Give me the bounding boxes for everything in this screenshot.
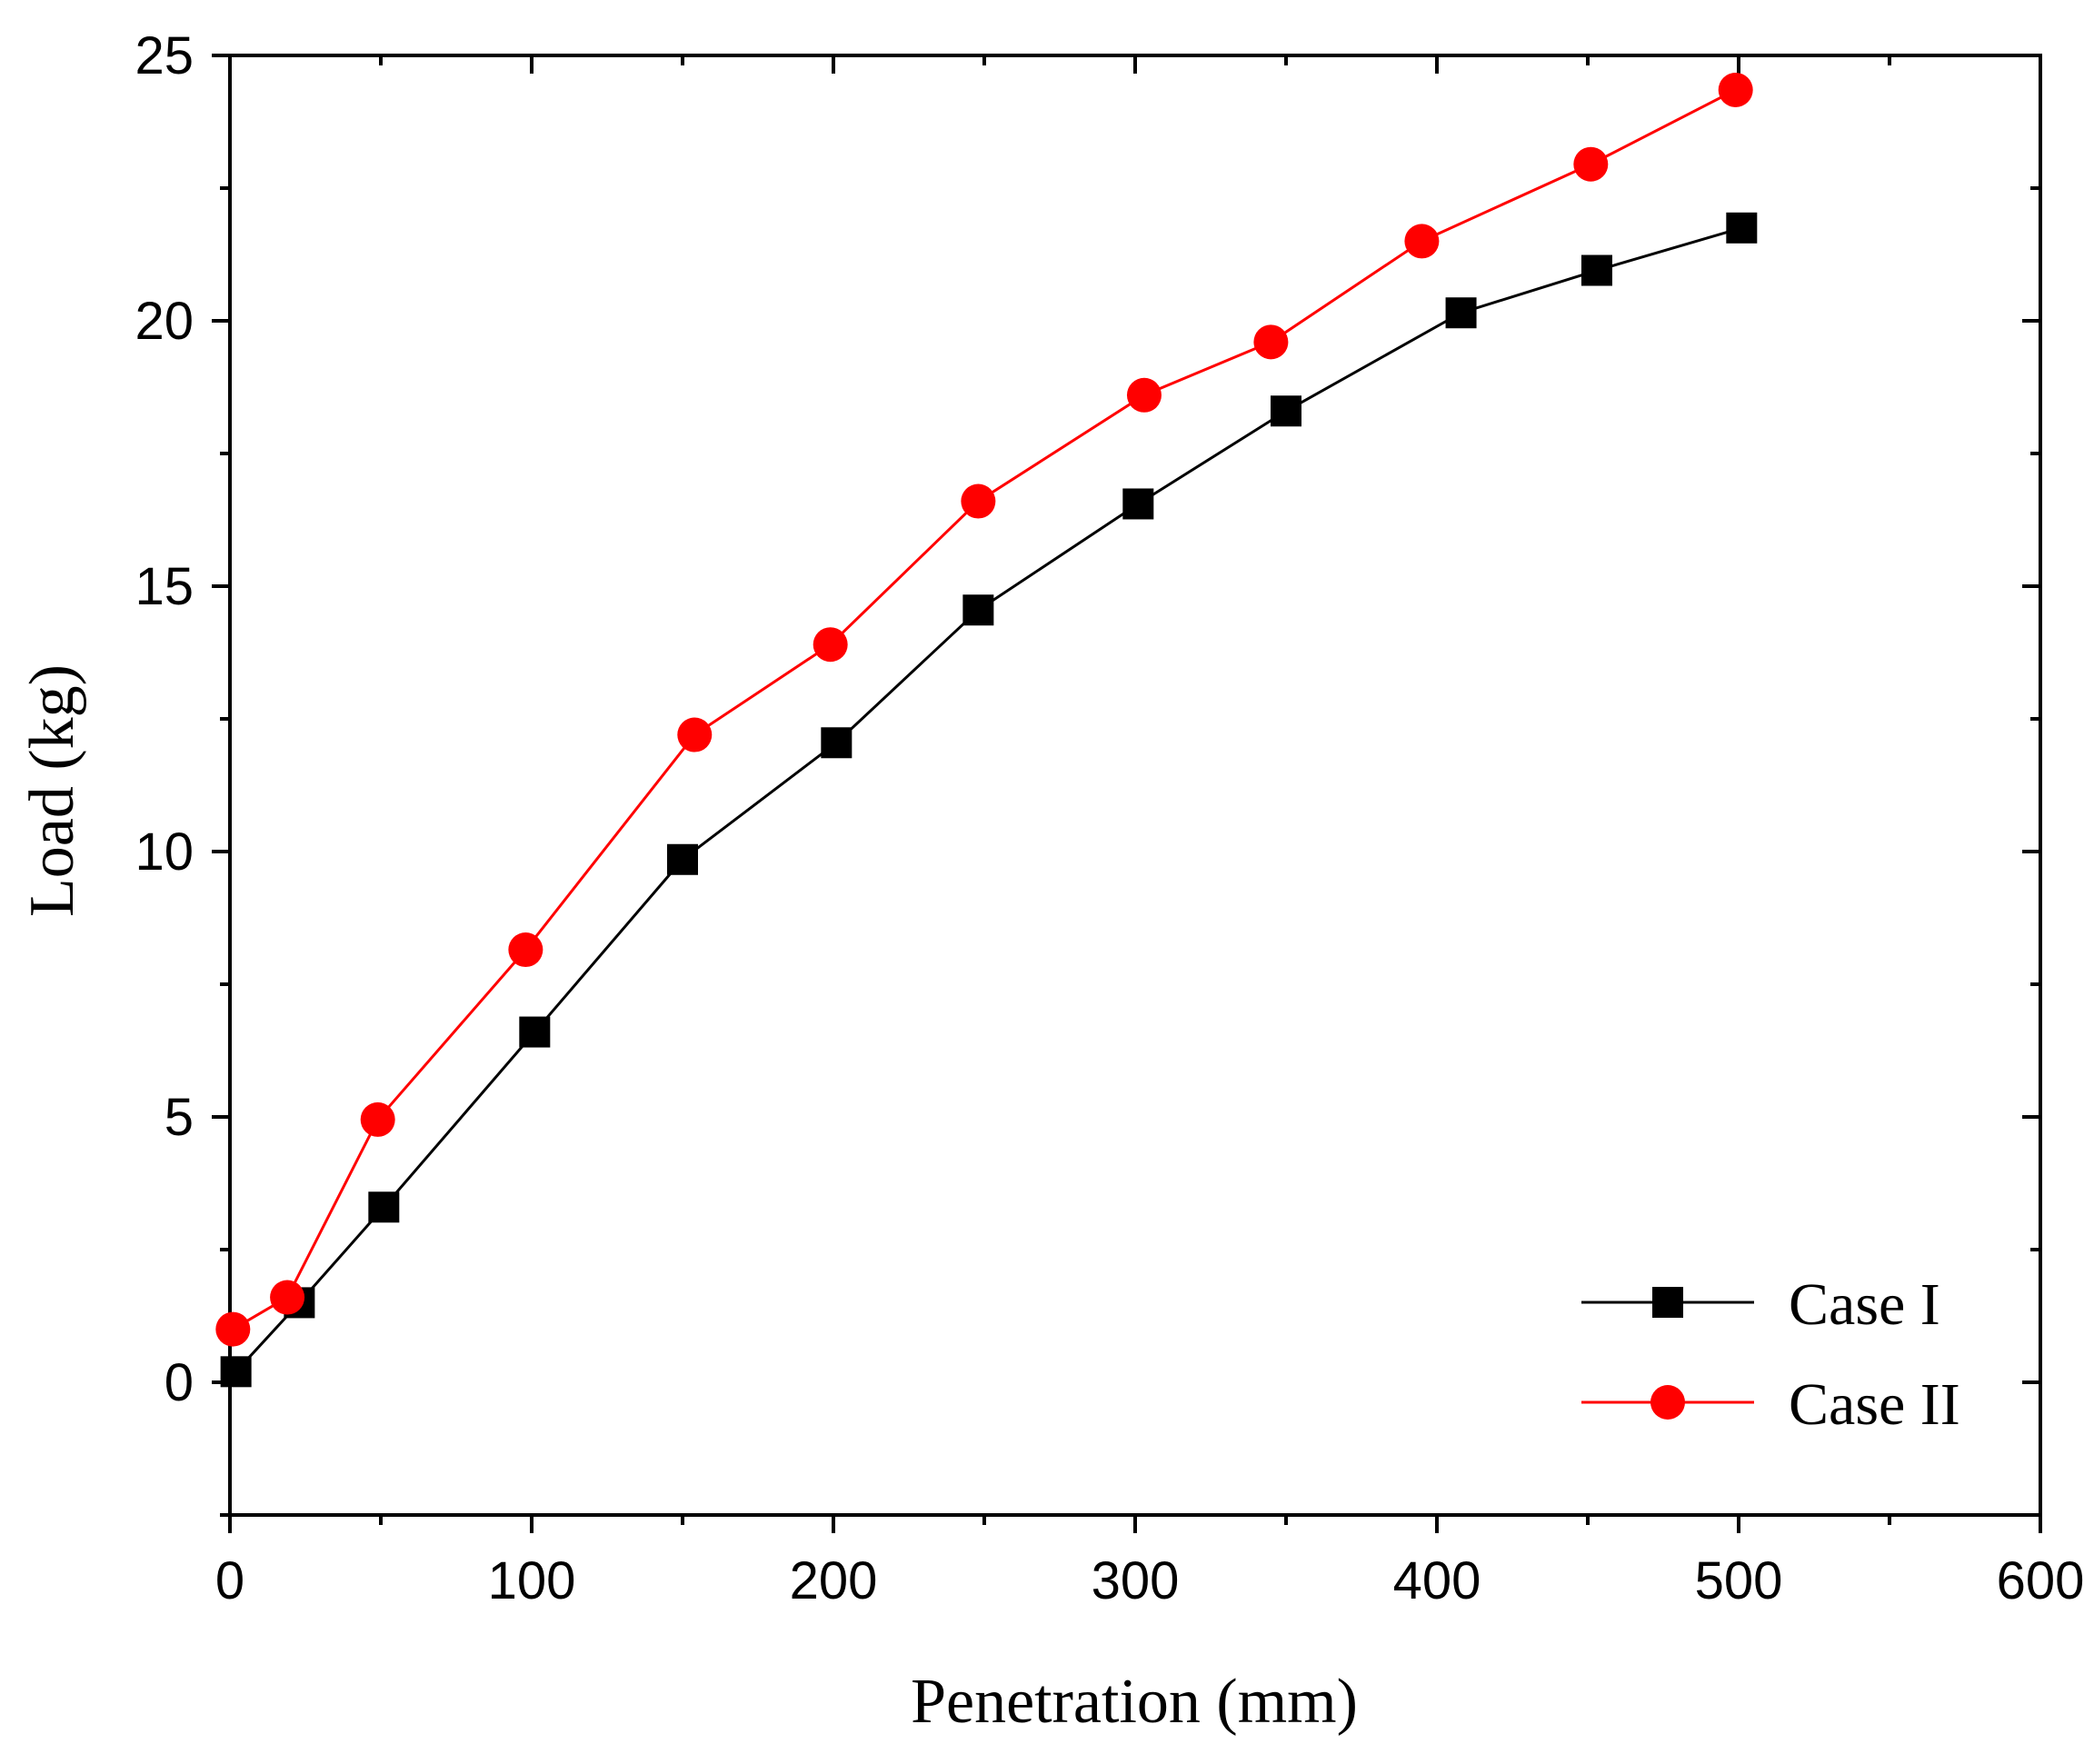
- data-point: [220, 1356, 252, 1388]
- y-tick-label: 5: [165, 1088, 194, 1147]
- x-tick-label: 500: [1695, 1551, 1783, 1610]
- y-tick-label: 25: [135, 26, 194, 85]
- data-point: [1726, 212, 1758, 244]
- plot-frame: [228, 54, 2042, 1517]
- legend: Case I Case II: [1581, 1271, 1960, 1438]
- data-point: [270, 1280, 305, 1315]
- data-point: [813, 627, 848, 663]
- series-line: [234, 226, 1742, 1373]
- legend-item: Case I: [1581, 1271, 1940, 1338]
- data-point: [360, 1101, 395, 1137]
- data-point: [1271, 395, 1301, 427]
- series-case-i: [220, 212, 1758, 1388]
- data-point: [1718, 72, 1753, 107]
- data-point: [821, 727, 853, 759]
- series-line: [232, 88, 1737, 1330]
- y-axis-title: Load (kg): [17, 664, 87, 917]
- x-tick-label: 200: [790, 1551, 878, 1610]
- square-marker-icon: [1652, 1287, 1683, 1318]
- x-tick-label: 100: [488, 1551, 576, 1610]
- x-tick-label: 0: [215, 1551, 244, 1610]
- data-point: [1404, 224, 1440, 259]
- y-tick-label: 20: [135, 292, 194, 351]
- data-point: [961, 483, 996, 519]
- x-tick-label: 400: [1393, 1551, 1481, 1610]
- legend-label: Case II: [1789, 1371, 1960, 1438]
- data-point: [1573, 146, 1609, 182]
- data-point: [508, 932, 543, 968]
- x-tick-label: 600: [1997, 1551, 2085, 1610]
- x-tick-label: 300: [1092, 1551, 1180, 1610]
- data-point: [962, 594, 994, 626]
- data-point: [667, 843, 698, 875]
- series-case-ii: [215, 72, 1753, 1347]
- axes: [228, 54, 2042, 1517]
- circle-marker-icon: [1650, 1385, 1685, 1420]
- legend-label: Case I: [1789, 1271, 1940, 1338]
- data-point: [1126, 377, 1162, 413]
- axis-ticks: 0 100 200 300 400 500 600 0 5 10 15 20 25: [135, 26, 2084, 1610]
- data-point: [519, 1016, 551, 1048]
- data-point: [215, 1311, 251, 1347]
- data-point: [368, 1191, 400, 1223]
- y-tick-label: 10: [135, 822, 194, 882]
- data-point: [1580, 254, 1612, 286]
- data-point: [1122, 488, 1154, 520]
- x-axis-title: Penetration (mm): [911, 1667, 1358, 1737]
- legend-item: Case II: [1581, 1371, 1960, 1438]
- data-point: [677, 717, 713, 752]
- data-point: [1253, 324, 1289, 360]
- data-series: [215, 72, 1758, 1388]
- y-tick-label: 15: [135, 557, 194, 616]
- y-tick-label: 0: [165, 1353, 194, 1412]
- data-point: [1445, 297, 1477, 329]
